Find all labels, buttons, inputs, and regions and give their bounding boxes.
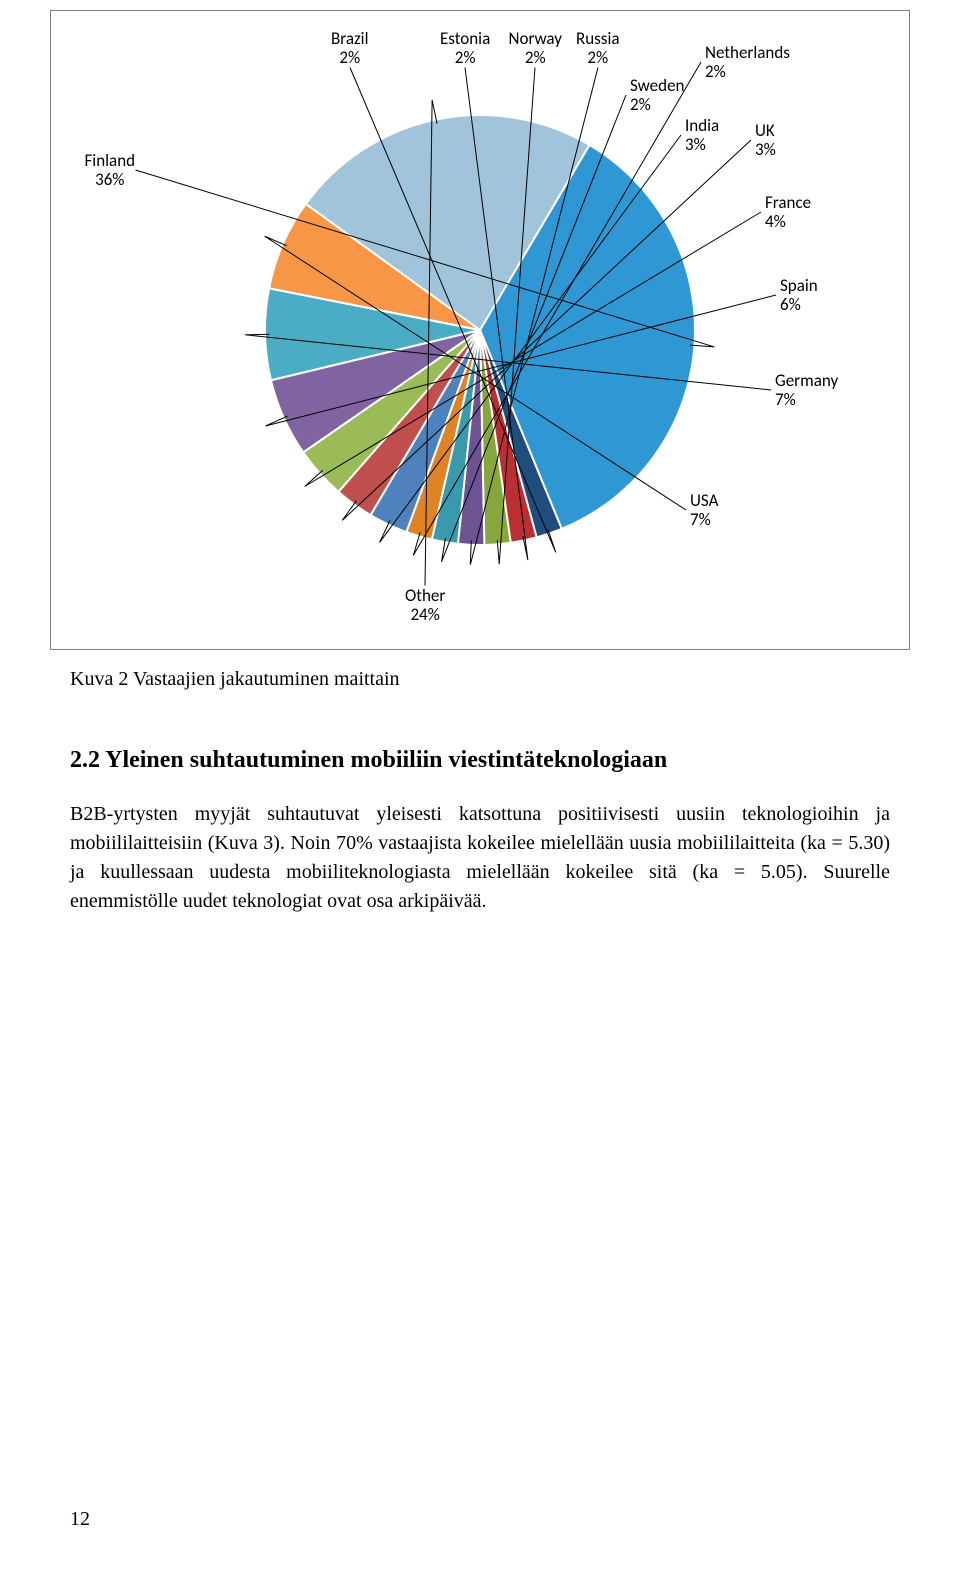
- pie-label-norway: Norway2%: [509, 29, 562, 68]
- chart-caption: Kuva 2 Vastaajien jakautuminen maittain: [70, 668, 890, 691]
- pie-label-brazil: Brazil2%: [331, 29, 369, 68]
- pie-label-spain: Spain6%: [780, 276, 818, 315]
- pie-label-germany: Germany7%: [775, 371, 838, 410]
- pie-chart: [265, 115, 695, 545]
- pie-label-india: India3%: [685, 116, 719, 155]
- pie-label-russia: Russia2%: [576, 29, 620, 68]
- pie-label-uk: UK3%: [755, 121, 776, 160]
- section-heading: 2.2 Yleinen suhtautuminen mobiiliin vies…: [70, 747, 890, 774]
- pie-label-france: France4%: [765, 193, 811, 232]
- body-paragraph: B2B-yrtysten myyjät suhtautuvat yleisest…: [70, 800, 890, 916]
- pie-chart-container: Finland36% Brazil2% Estonia2% Norway2% Russi…: [50, 10, 910, 650]
- pie-svg: [265, 115, 695, 545]
- page-number: 12: [70, 1508, 90, 1531]
- pie-label-sweden: Sweden2%: [630, 76, 684, 115]
- pie-label-finland: Finland36%: [85, 151, 136, 190]
- pie-label-netherlands: Netherlands2%: [705, 43, 790, 82]
- pie-label-estonia: Estonia2%: [440, 29, 490, 68]
- pie-label-usa: USA7%: [690, 491, 718, 530]
- pie-label-other: Other24%: [405, 586, 445, 625]
